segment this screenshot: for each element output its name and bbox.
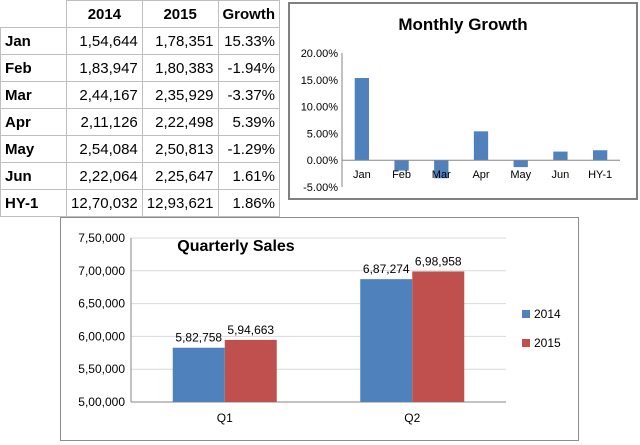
row-growth: -1.29%: [217, 135, 280, 163]
y-tick-label: 20.00%: [301, 48, 339, 60]
row-month: Feb: [0, 54, 68, 82]
x-tick-label: Jan: [353, 169, 371, 181]
legend-label-2015: 2015: [534, 336, 561, 350]
table-row: Apr 2,11,126 2,22,498 5.39%: [0, 108, 280, 136]
row-2014: 2,54,084: [66, 135, 143, 163]
bar-may: [513, 160, 528, 168]
table-row: HY-1 12,70,032 12,93,621 1.86%: [0, 189, 280, 217]
bar-q1-2014: [172, 347, 225, 402]
row-month: May: [0, 135, 68, 163]
table-row: May 2,54,084 2,50,813 -1.29%: [0, 135, 280, 163]
row-growth: 1.86%: [217, 189, 280, 217]
y-tick-label: 5,50,000: [78, 362, 125, 376]
chart-title: Monthly Growth: [398, 15, 527, 34]
data-label: 6,98,958: [415, 254, 462, 268]
row-month: Jun: [0, 162, 68, 190]
quarterly-sales-chart-panel: 5,00,000 5,50,000 6,00,000 6,50,000 7,00,000…: [60, 217, 579, 441]
y-tick-label: 15.00%: [301, 75, 339, 87]
table-row: Jan 1,54,644 1,78,351 15.33%: [0, 27, 280, 55]
legend-swatch-2014: [522, 310, 530, 318]
bar-q2-2015: [412, 271, 465, 402]
table-row: Mar 2,44,167 2,35,929 -3.37%: [0, 81, 280, 109]
bar-jun: [553, 151, 568, 161]
y-tick-label: -5.00%: [303, 182, 338, 194]
sales-table-container: 2014 2015 Growth Jan 1,54,644 1,78,351 1…: [0, 0, 280, 217]
monthly-growth-chart-panel: Monthly Growth -5.00% 0.00% 5.00% 10.00% 15.0…: [288, 2, 638, 200]
y-tick-label: 7,50,000: [78, 231, 125, 245]
table-header-corner: [0, 0, 68, 28]
x-tick-label: HY-1: [588, 169, 612, 181]
row-2014: 2,11,126: [66, 108, 143, 136]
table-header-2014: 2014: [66, 0, 143, 28]
row-2014: 2,22,064: [66, 162, 143, 190]
bar-apr: [473, 131, 489, 161]
table-row: Jun 2,22,064 2,25,647 1.61%: [0, 162, 280, 190]
row-growth: 1.61%: [217, 162, 280, 190]
table-header-growth: Growth: [217, 0, 280, 28]
bar-mar: [434, 160, 449, 179]
chart-title: Quarterly Sales: [177, 238, 295, 255]
y-tick-label: 5,00,000: [78, 395, 125, 409]
y-tick-label: 10.00%: [301, 102, 339, 114]
row-2015: 2,50,813: [141, 135, 219, 163]
row-2014: 1,54,644: [66, 27, 143, 55]
data-label: 6,87,274: [363, 262, 410, 276]
row-growth: -1.94%: [217, 54, 280, 82]
table-header-row: 2014 2015 Growth: [0, 0, 280, 28]
row-month: HY-1: [0, 189, 68, 217]
x-tick-label: Mar: [432, 169, 451, 181]
monthly-growth-chart: Monthly Growth -5.00% 0.00% 5.00% 10.00% 15.0…: [301, 15, 620, 194]
quarterly-sales-chart: 5,00,000 5,50,000 6,00,000 6,50,000 7,00,000…: [78, 231, 561, 425]
row-month: Jan: [0, 27, 68, 55]
row-2015: 1,80,383: [141, 54, 219, 82]
row-2014: 12,70,032: [66, 189, 143, 217]
y-tick-label: 7,00,000: [78, 264, 125, 278]
row-month: Apr: [0, 108, 68, 136]
x-tick-label: Q1: [217, 411, 233, 425]
bar-hy-1: [592, 150, 608, 161]
legend-label-2014: 2014: [534, 307, 561, 321]
row-2015: 1,78,351: [141, 27, 219, 55]
y-tick-label: 6,00,000: [78, 329, 125, 343]
x-tick-label: Jun: [552, 169, 570, 181]
x-tick-label: Apr: [472, 169, 489, 181]
data-label: 5,94,663: [227, 323, 274, 337]
row-2015: 12,93,621: [141, 189, 219, 217]
x-tick-label: Q2: [404, 411, 420, 425]
x-tick-label: Feb: [392, 169, 411, 181]
y-tick-label: 6,50,000: [78, 297, 125, 311]
y-tick-label: 0.00%: [307, 155, 338, 167]
bar-feb: [394, 160, 409, 171]
row-month: Mar: [0, 81, 68, 109]
row-2014: 1,83,947: [66, 54, 143, 82]
row-growth: 5.39%: [217, 108, 280, 136]
row-2015: 2,35,929: [141, 81, 219, 109]
sales-table: 2014 2015 Growth Jan 1,54,644 1,78,351 1…: [0, 0, 280, 217]
row-growth: -3.37%: [217, 81, 280, 109]
bar-q2-2014: [360, 279, 413, 402]
row-2015: 2,22,498: [141, 108, 219, 136]
row-2014: 2,44,167: [66, 81, 143, 109]
bar-jan: [354, 78, 370, 161]
row-growth: 15.33%: [217, 27, 280, 55]
bar-q1-2015: [224, 339, 277, 402]
table-row: Feb 1,83,947 1,80,383 -1.94%: [0, 54, 280, 82]
y-tick-label: 5.00%: [307, 128, 338, 140]
table-header-2015: 2015: [141, 0, 219, 28]
x-tick-label: May: [510, 169, 531, 181]
data-label: 5,82,758: [175, 331, 222, 345]
legend-swatch-2015: [522, 339, 530, 347]
row-2015: 2,25,647: [141, 162, 219, 190]
